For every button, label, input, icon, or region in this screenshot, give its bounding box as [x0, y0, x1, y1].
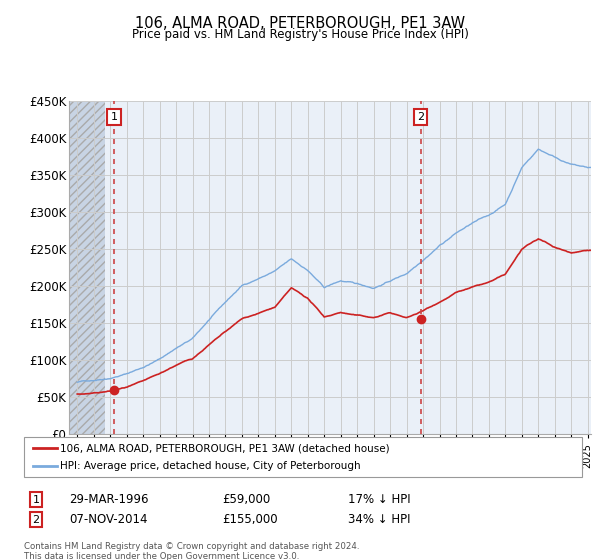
Text: £155,000: £155,000 [222, 513, 278, 526]
Text: 29-MAR-1996: 29-MAR-1996 [69, 493, 149, 506]
Text: 17% ↓ HPI: 17% ↓ HPI [348, 493, 410, 506]
Text: 07-NOV-2014: 07-NOV-2014 [69, 513, 148, 526]
Text: Price paid vs. HM Land Registry's House Price Index (HPI): Price paid vs. HM Land Registry's House … [131, 28, 469, 41]
Text: HPI: Average price, detached house, City of Peterborough: HPI: Average price, detached house, City… [60, 461, 361, 471]
Text: 2: 2 [32, 515, 40, 525]
Text: 1: 1 [110, 112, 118, 122]
Text: £59,000: £59,000 [222, 493, 270, 506]
Text: Contains HM Land Registry data © Crown copyright and database right 2024.
This d: Contains HM Land Registry data © Crown c… [24, 542, 359, 560]
Text: 2: 2 [417, 112, 424, 122]
Text: 1: 1 [32, 494, 40, 505]
Text: 106, ALMA ROAD, PETERBOROUGH, PE1 3AW: 106, ALMA ROAD, PETERBOROUGH, PE1 3AW [135, 16, 465, 31]
Text: 34% ↓ HPI: 34% ↓ HPI [348, 513, 410, 526]
Text: 106, ALMA ROAD, PETERBOROUGH, PE1 3AW (detached house): 106, ALMA ROAD, PETERBOROUGH, PE1 3AW (d… [60, 443, 389, 453]
